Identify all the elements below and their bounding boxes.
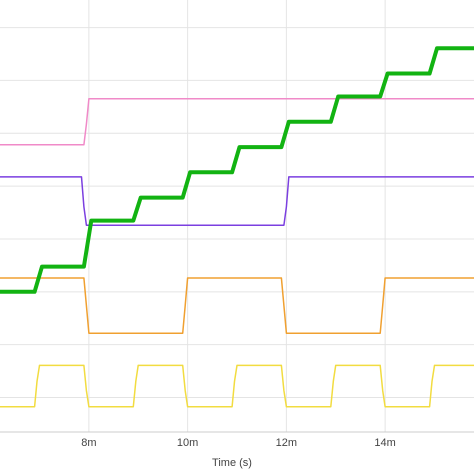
x-tick-label: 14m	[374, 437, 395, 449]
x-axis-title: Time (s)	[212, 457, 252, 469]
grid	[0, 0, 474, 433]
x-axis-ticks: 8m 10m 12m 14m	[81, 437, 396, 449]
series-line-3	[0, 277, 474, 334]
series-line-5	[0, 46, 474, 294]
series-line-2	[0, 176, 474, 226]
x-tick-label: 8m	[81, 437, 96, 449]
x-tick-label: 12m	[276, 437, 297, 449]
series-line-4	[0, 364, 474, 408]
x-tick-label: 10m	[177, 437, 198, 449]
series-lines	[0, 46, 474, 408]
series-line-1	[0, 98, 474, 146]
